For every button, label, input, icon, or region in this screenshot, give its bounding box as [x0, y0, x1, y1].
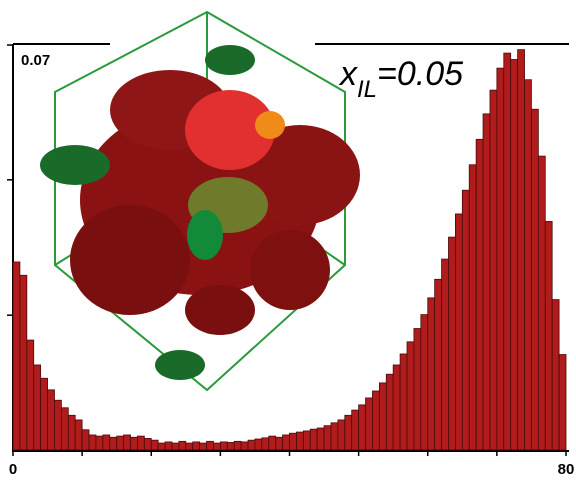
bar [75, 420, 82, 450]
bar [41, 378, 48, 450]
annotation: xIL=0.05 [338, 55, 463, 103]
bar [255, 439, 262, 450]
bar [497, 68, 504, 450]
bar [414, 329, 421, 451]
bar [34, 365, 41, 450]
bar [158, 443, 165, 450]
bar [379, 383, 386, 450]
bar [220, 442, 227, 450]
bar [428, 298, 435, 450]
bar [421, 315, 428, 450]
bar [366, 398, 373, 450]
bar [200, 443, 207, 450]
bar [559, 355, 566, 450]
bar [54, 400, 61, 450]
bar [61, 408, 68, 450]
bar [241, 442, 248, 450]
bar [68, 415, 75, 450]
bar [20, 275, 27, 450]
molecule [40, 45, 360, 380]
bar [511, 59, 518, 450]
bar [131, 437, 138, 450]
bar [331, 423, 338, 450]
bar [96, 436, 103, 450]
bar [48, 390, 55, 450]
bar [545, 221, 552, 450]
bar [27, 340, 34, 450]
bar [400, 354, 407, 450]
bar [483, 114, 490, 450]
bar [386, 374, 393, 450]
bar [310, 429, 317, 450]
annotation-subscript: IL [357, 76, 377, 103]
bar [262, 438, 269, 450]
bar [338, 420, 345, 450]
bar [89, 435, 96, 450]
bar [296, 432, 303, 450]
bar [455, 214, 462, 450]
bar [324, 426, 331, 450]
bar [186, 443, 193, 450]
bar [234, 441, 241, 450]
bar [345, 415, 352, 450]
bar [372, 391, 379, 450]
bar [352, 410, 359, 450]
bar [504, 53, 511, 450]
bar [538, 156, 545, 450]
bar [317, 428, 324, 450]
bar [172, 443, 179, 450]
bar [552, 300, 559, 450]
bar [525, 80, 532, 450]
bar [469, 165, 476, 450]
bar [393, 365, 400, 450]
bar [276, 437, 283, 450]
y-tick-label: 0.07 [21, 52, 50, 69]
bar [359, 405, 366, 450]
bar [13, 262, 20, 450]
bar [248, 440, 255, 450]
bar [227, 442, 234, 450]
bar [82, 430, 89, 450]
bar [490, 90, 497, 450]
bar [303, 431, 310, 450]
bar [435, 279, 442, 450]
bar [442, 259, 449, 450]
bar [290, 433, 297, 450]
bar [448, 237, 455, 450]
bar [283, 435, 290, 450]
bar [103, 435, 110, 450]
annotation-text: x [338, 55, 358, 93]
bar [207, 441, 214, 450]
bar [179, 441, 186, 450]
bar [165, 442, 172, 450]
bar [462, 190, 469, 450]
bar [151, 440, 158, 450]
bar [407, 342, 414, 450]
chart: xIL=0.05 0 80 0.07 [0, 0, 576, 483]
bar [117, 436, 124, 450]
annotation-rest: =0.05 [377, 55, 463, 93]
bar [476, 139, 483, 450]
bar [110, 437, 117, 450]
bar [144, 438, 151, 450]
bar [531, 109, 538, 450]
bar [269, 436, 276, 450]
bar [124, 435, 131, 450]
bar [137, 436, 144, 450]
molecule-inset [40, 12, 360, 390]
x-tick-label: 80 [558, 461, 575, 478]
bar [193, 442, 200, 450]
x-tick-label: 0 [9, 461, 17, 478]
bar [213, 443, 220, 450]
bar [518, 50, 525, 450]
